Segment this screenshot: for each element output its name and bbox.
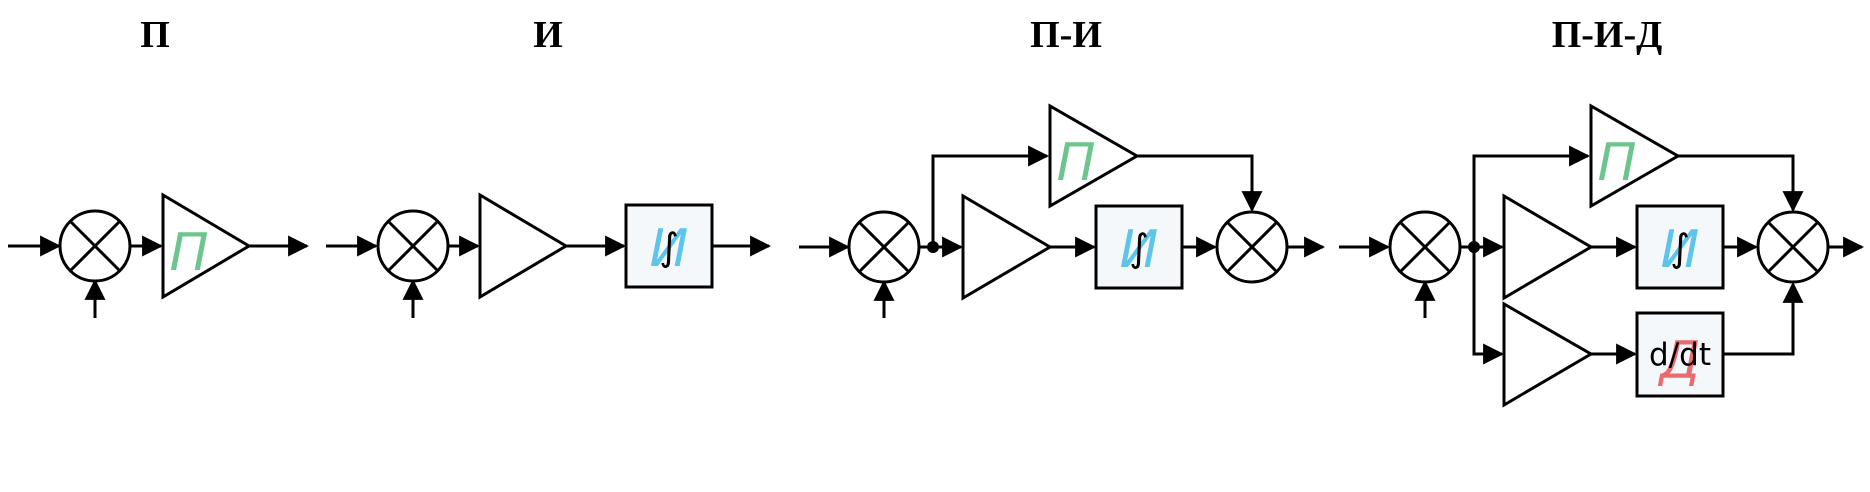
gain-block bbox=[1502, 193, 1594, 301]
proportional-gain-block bbox=[1048, 103, 1141, 209]
integral-symbol: ∫ bbox=[1129, 226, 1149, 270]
integral-symbol: ∫ bbox=[1670, 226, 1690, 270]
integral-label: И bbox=[1120, 220, 1159, 280]
summing-junction bbox=[376, 209, 450, 283]
gain-block bbox=[478, 192, 569, 300]
branch-wire bbox=[1723, 281, 1804, 356]
summing-junction bbox=[847, 210, 921, 284]
diagram-title-i: И bbox=[533, 14, 563, 56]
diagram-title-p: П bbox=[140, 14, 170, 56]
derivative-symbol: d/dt bbox=[1649, 337, 1711, 373]
branch-wire bbox=[1472, 247, 1505, 365]
branch-wire bbox=[1472, 145, 1591, 247]
diagram-pi: П-И П И ∫ bbox=[799, 14, 1326, 318]
integral-label: И bbox=[1661, 220, 1700, 280]
integrator-block bbox=[624, 203, 714, 289]
diagram-p: П П bbox=[8, 14, 310, 318]
proportional-label: П bbox=[169, 223, 208, 283]
integrator-block bbox=[1094, 204, 1184, 290]
gain-block bbox=[961, 193, 1053, 301]
branch-wire bbox=[931, 145, 1050, 247]
diagram-pid: П-И-Д П И ∫ Д d/dt bbox=[1339, 14, 1865, 408]
derivative-label: Д bbox=[1658, 331, 1701, 391]
branch-wire bbox=[1137, 154, 1263, 213]
proportional-label: П bbox=[1056, 133, 1095, 193]
adder-junction bbox=[1756, 210, 1830, 284]
integral-symbol: ∫ bbox=[659, 225, 679, 269]
integrator-block bbox=[1635, 204, 1725, 290]
summing-junction bbox=[1388, 210, 1462, 284]
diagram-title-pid: П-И-Д bbox=[1552, 14, 1663, 56]
diagram-title-pi: П-И bbox=[1030, 14, 1102, 56]
proportional-label: П bbox=[1597, 133, 1636, 193]
proportional-gain-block bbox=[161, 192, 252, 300]
differentiator-block bbox=[1635, 311, 1725, 398]
diagram-i: И И ∫ bbox=[326, 14, 772, 318]
adder-junction bbox=[1215, 210, 1289, 284]
proportional-gain-block bbox=[1589, 103, 1682, 209]
gain-block bbox=[1502, 301, 1594, 408]
branch-wire bbox=[1678, 154, 1804, 213]
integral-label: И bbox=[650, 219, 689, 279]
summing-junction bbox=[58, 209, 132, 283]
